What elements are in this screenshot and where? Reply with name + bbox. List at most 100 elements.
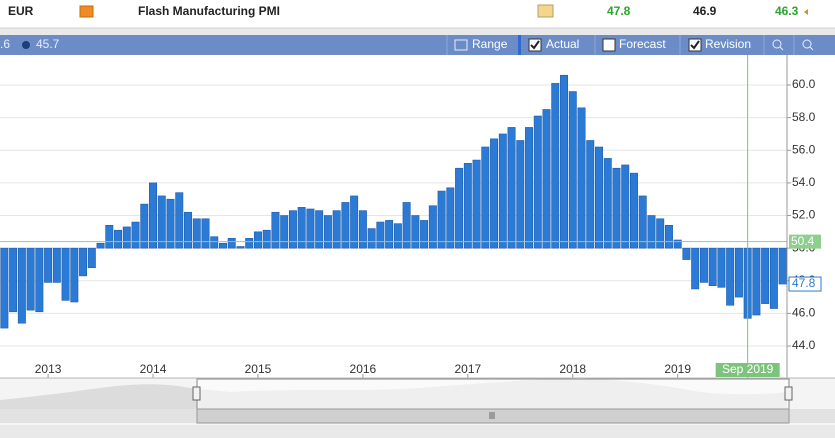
bar: [560, 74, 568, 249]
bar: [734, 247, 743, 298]
bar: [761, 247, 770, 304]
bar: [219, 242, 227, 249]
bar: [17, 247, 26, 324]
bar: [621, 164, 630, 249]
bar: [341, 202, 350, 249]
navigator-handle-left[interactable]: [192, 386, 201, 401]
bar: [516, 140, 525, 249]
bar: [577, 107, 586, 249]
bar: [393, 223, 402, 249]
navigator-window[interactable]: [196, 378, 790, 410]
bar: [708, 247, 717, 286]
plot: 44.046.048.050.052.054.056.058.060.02013…: [0, 55, 822, 378]
forecast-checkbox[interactable]: [602, 38, 616, 52]
bar: [61, 247, 70, 301]
forecast-toggle[interactable]: Forecast: [619, 37, 666, 51]
bar: [262, 229, 271, 249]
navigator-thumb[interactable]: [196, 408, 790, 424]
bar: [664, 225, 673, 249]
crosshair-label: Sep 2019: [722, 362, 774, 376]
bar: [498, 133, 507, 249]
bar: [149, 182, 158, 249]
bar: [542, 109, 551, 249]
reference-label: 50.4: [791, 234, 815, 248]
x-tick-label: 2016: [350, 362, 377, 376]
range-button[interactable]: Range: [472, 37, 508, 51]
bar: [385, 220, 394, 249]
bar: [533, 115, 542, 249]
bar: [288, 210, 297, 249]
flag-icon[interactable]: [79, 5, 94, 18]
folder-icon[interactable]: [537, 4, 554, 18]
bar: [35, 247, 44, 313]
bar: [699, 247, 708, 283]
bar: [26, 247, 35, 311]
bar: [446, 187, 455, 249]
checkmark: [690, 40, 700, 50]
bar: [717, 247, 726, 288]
bar: [0, 247, 9, 329]
forecast-value: 46.9: [693, 4, 717, 18]
bar: [323, 215, 332, 249]
actual-toggle[interactable]: Actual: [546, 37, 579, 51]
bar: [402, 202, 411, 249]
bar: [507, 127, 516, 249]
tooltip-prefix: .6: [0, 37, 10, 51]
zoom-out-icon[interactable]: [802, 39, 812, 49]
bar: [236, 246, 245, 249]
bar: [70, 247, 79, 303]
bar: [752, 247, 761, 316]
bar: [79, 247, 88, 277]
header-row: [0, 0, 835, 28]
bar: [140, 203, 149, 249]
y-tick-label: 56.0: [792, 142, 816, 156]
x-tick-label: 2014: [140, 362, 167, 376]
bar: [481, 146, 490, 249]
bar: [463, 163, 472, 249]
bar: [227, 238, 236, 249]
last-value-label: 47.8: [792, 276, 816, 290]
bar: [280, 215, 289, 249]
bar: [175, 192, 184, 249]
bar: [595, 146, 603, 249]
bar: [603, 158, 612, 249]
currency: EUR: [8, 4, 34, 18]
range-icon[interactable]: [454, 39, 468, 51]
bar: [656, 218, 665, 249]
revision-toggle[interactable]: Revision: [705, 37, 751, 51]
zoom-in-icon[interactable]: [772, 39, 782, 49]
previous-value: 46.3: [775, 4, 799, 18]
bar: [411, 215, 420, 249]
bar: [691, 247, 700, 290]
bar: [367, 228, 376, 249]
bar: [629, 172, 638, 249]
bar: [673, 239, 682, 249]
bar: [568, 91, 577, 249]
navigator-handle-right[interactable]: [784, 386, 793, 401]
bar: [44, 247, 53, 283]
y-tick-label: 54.0: [792, 175, 816, 189]
y-tick-label: 60.0: [792, 77, 816, 91]
bar: [420, 220, 429, 249]
y-tick-label: 46.0: [792, 306, 816, 320]
bar: [332, 210, 341, 249]
bar: [105, 225, 114, 249]
y-tick-label: 52.0: [792, 208, 816, 222]
divider: [518, 35, 521, 55]
bar: [726, 247, 735, 306]
bar: [184, 211, 192, 249]
bar: [201, 218, 210, 249]
event-name[interactable]: Flash Manufacturing PMI: [138, 4, 280, 18]
checkmark: [530, 40, 540, 50]
bar: [306, 208, 315, 249]
revision-arrow: [804, 9, 808, 15]
bar: [472, 159, 481, 249]
zoom-in-handle: [779, 46, 784, 51]
actual-value: 47.8: [607, 4, 631, 18]
bar: [490, 138, 499, 249]
bar: [52, 247, 61, 283]
bar: [315, 210, 324, 249]
x-tick-label: 2013: [35, 362, 62, 376]
